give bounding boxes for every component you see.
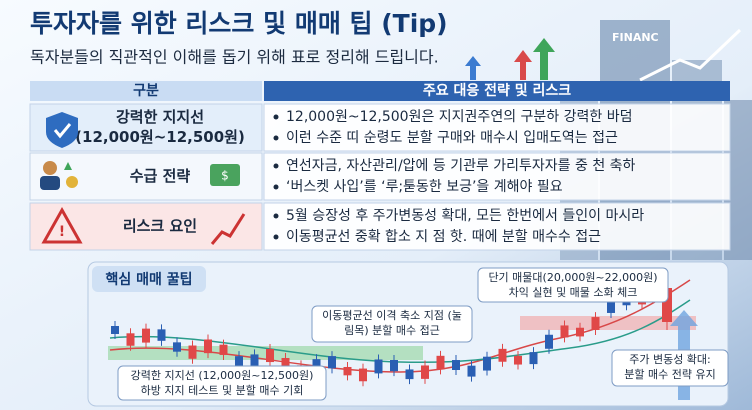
- column-header: 주요 대응 전략 및 리스크: [423, 82, 571, 99]
- callout-box: [611, 349, 729, 387]
- candle-body: [452, 360, 460, 370]
- svg-text:!: !: [59, 224, 65, 240]
- arrows: [465, 28, 742, 82]
- callout-text: 차익 실현 및 매물 소화 체크: [509, 286, 638, 299]
- callout-box: [117, 365, 327, 401]
- candle-body: [126, 333, 135, 346]
- row-content-cell: [263, 103, 731, 152]
- candle-body: [529, 352, 538, 365]
- title: 투자자를 위한 리스크 및 매매 팁 (Tip): [30, 9, 448, 38]
- tips-panel: 핵심 매매 꿀팁 단기 매물대(20,000원~22,000원) 차익 실현 및 …: [87, 261, 729, 407]
- bullet-dot: [273, 234, 279, 240]
- candle-body: [607, 299, 615, 313]
- row-label: 리스크 요인: [123, 217, 197, 235]
- candle-body: [281, 357, 290, 367]
- bullet-dot: [273, 213, 279, 219]
- candle-body: [188, 345, 197, 359]
- candle-body: [390, 359, 398, 372]
- callout-text: 분할 매수 전략 유지: [624, 368, 715, 381]
- candle-body: [250, 354, 259, 369]
- candle-body: [421, 365, 429, 379]
- header-cell: [264, 81, 730, 101]
- bullet-text: 연선자금, 자산관리/압에 등 기관루 가리투자자를 중 천 축하: [286, 158, 636, 174]
- callout-text: 림목) 분할 매수 접근: [344, 324, 440, 337]
- candle-body: [560, 325, 569, 338]
- row-content-cell: [263, 202, 731, 251]
- candle-body: [498, 348, 507, 362]
- candle-body: [483, 356, 491, 371]
- candle-body: [359, 368, 367, 382]
- callout-box: [311, 305, 473, 343]
- row-label: (12,000원~12,500원): [75, 128, 245, 146]
- bullet-text: 12,000원~12,500원은 지지권주연의 구분하 강력한 바덤: [286, 109, 632, 125]
- candle-body: [405, 369, 414, 380]
- candle-body: [173, 342, 181, 352]
- header-cell: [30, 81, 262, 101]
- candle-body: [662, 288, 672, 322]
- bullet-dot: [273, 135, 279, 141]
- callout-text: 단기 매물대(20,000원~22,000원): [488, 271, 657, 284]
- bullet-dot: [273, 184, 279, 190]
- bullet-text: ‘버스켓 사입’를 ‘루;툳동한 보긍’을 계해야 필요: [286, 179, 563, 195]
- building-sign: FINANC: [612, 31, 659, 44]
- callout-text: 하방 지지 테스트 및 분할 매수 기회: [141, 383, 304, 397]
- svg-text:$: $: [221, 169, 229, 183]
- bullet-text: 이동평균선 중확 합소 지 점 핫. 때에 분할 매수수 접근: [286, 229, 601, 245]
- bullet-text: 이런 수준 띠 순령도 분할 구매와 매수시 입매도역는 접근: [286, 130, 618, 146]
- candle-body: [328, 356, 336, 369]
- row-label: 수급 전략: [130, 167, 191, 185]
- candle-body: [204, 339, 212, 354]
- icons: $ !: [40, 112, 246, 245]
- candle-body: [235, 356, 243, 367]
- candle-body: [436, 355, 445, 370]
- subtitle: 독자분들의 직관적인 이해를 돕기 위해 표로 정리해 드립니다.: [30, 48, 439, 67]
- candle-body: [111, 326, 119, 334]
- callout-box: [477, 267, 669, 303]
- table: 구분 주요 대응 전략 및 리스크 강력한 지지선 (12,000원~12,500…: [29, 81, 731, 251]
- candle-body: [514, 355, 522, 365]
- candle-body: [343, 366, 352, 376]
- row-label: 강력한 지지선: [116, 108, 204, 126]
- callout-text: 이동평균선 이격 축소 지점 (눌: [322, 309, 462, 322]
- bullet-text: 5월 승장성 후 주가변동성 확대, 모든 한번에서 들인이 마시라: [286, 208, 644, 224]
- candle-body: [266, 348, 274, 363]
- candle-body: [157, 329, 166, 341]
- candle-body: [576, 327, 584, 337]
- callout-text: 강력한 지지선 (12,000원~12,500원): [131, 369, 314, 382]
- tips-title: 핵심 매매 꿀팁: [105, 272, 192, 288]
- candle-body: [142, 328, 150, 343]
- candle-body: [467, 365, 476, 377]
- candle-body: [374, 359, 383, 374]
- row-content-cell: [263, 152, 731, 201]
- candle-body: [591, 317, 600, 330]
- candle-body: [219, 344, 228, 355]
- bullet-dot: [273, 163, 279, 169]
- candle-body: [545, 334, 553, 349]
- column-header: 구분: [133, 83, 159, 99]
- callout-text: 주가 변동성 확대:: [629, 353, 711, 366]
- bullet-dot: [273, 114, 279, 120]
